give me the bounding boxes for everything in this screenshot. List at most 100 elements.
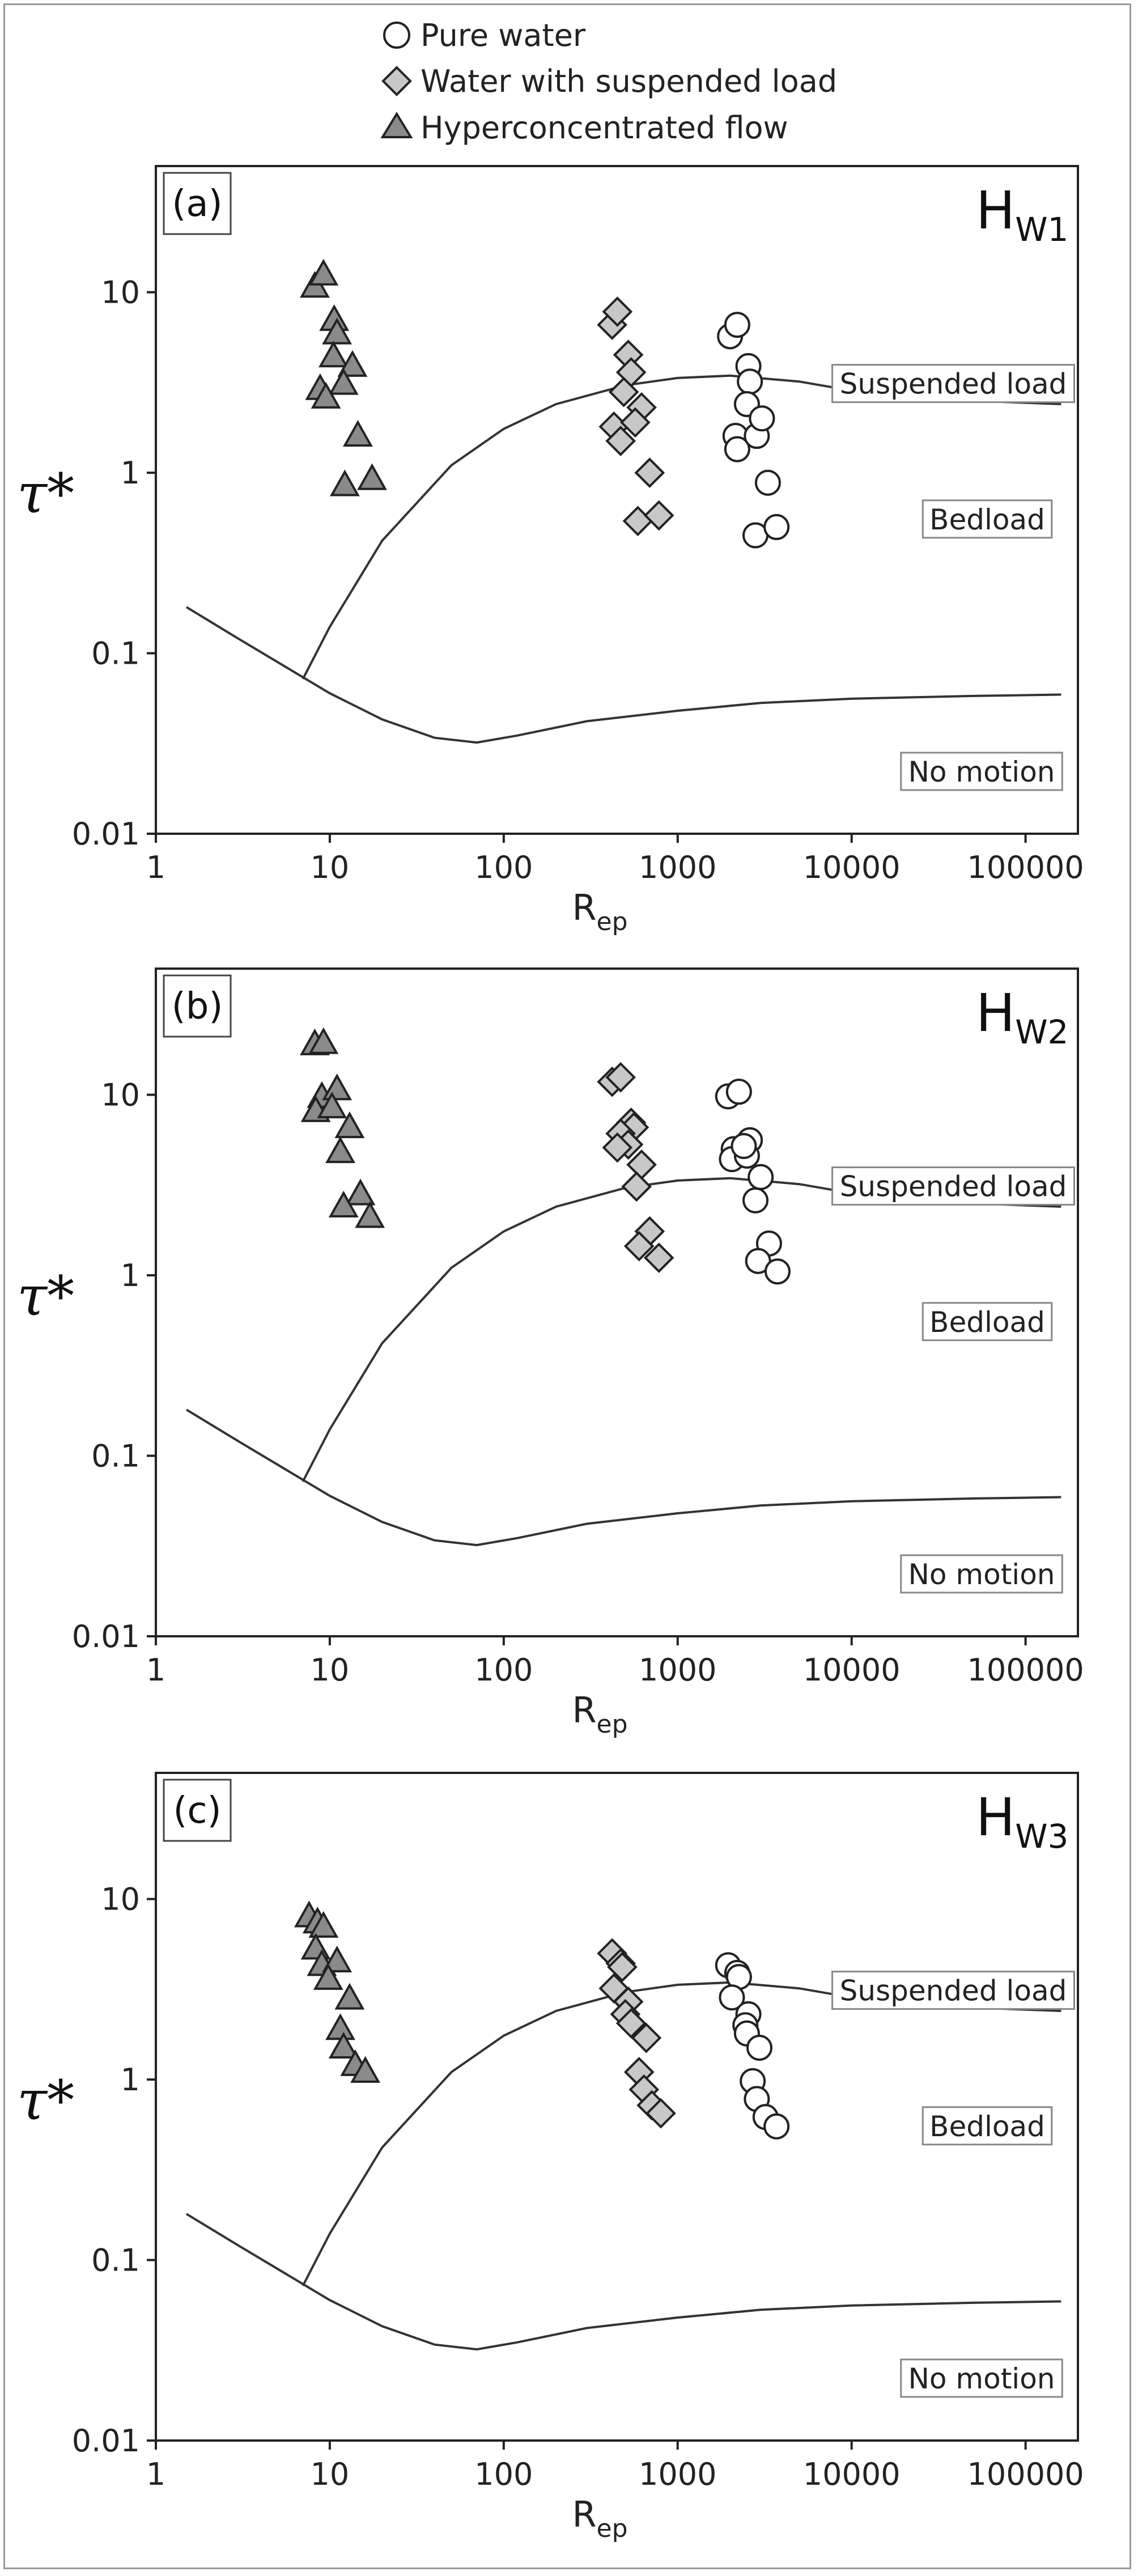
region-label-text: Bedload	[929, 2110, 1045, 2143]
region-label-bedload: Bedload	[922, 2106, 1053, 2146]
panel-title-sub: W1	[1015, 210, 1068, 249]
data-point-hyperconcentrated	[322, 1073, 353, 1101]
y-axis-label: τ*	[17, 2069, 74, 2132]
series-circle	[715, 1079, 791, 1285]
panel-title-sub: W2	[1015, 1013, 1068, 1051]
x-tick-label: 1	[146, 850, 165, 885]
data-point-pure-water	[754, 469, 781, 496]
region-label-text: No motion	[908, 2362, 1055, 2395]
data-point-pure-water	[764, 1258, 791, 1285]
x-axis-label-main: R	[572, 2494, 596, 2535]
data-point-hyperconcentrated	[343, 419, 373, 447]
data-point-suspended-load	[634, 457, 665, 488]
y-tick-label: 0.01	[72, 2423, 140, 2459]
panel-b: 1 10 100 1000 10000 100000 0.01 0.1 1 10 Rep τ* (b) H…	[17, 967, 1084, 1739]
y-tick-label: 0.01	[72, 816, 140, 852]
data-point-suspended-load	[602, 296, 633, 327]
data-point-hyperconcentrated	[322, 317, 353, 345]
legend-label-hyperconcentrated: Hyperconcentrated flow	[421, 110, 788, 146]
legend-item-hyperconcentrated: Hyperconcentrated flow	[380, 110, 788, 146]
x-tick-label: 10	[311, 850, 350, 885]
x-axis-label-sub: ep	[597, 907, 628, 936]
region-label-bedload: Bedload	[922, 499, 1053, 539]
data-point-pure-water	[749, 405, 775, 432]
data-point-hyperconcentrated	[328, 368, 359, 395]
x-tick-label: 10000	[803, 2456, 901, 2492]
region-label-text: Suspended load	[840, 1170, 1067, 1203]
data-point-suspended-load	[615, 2008, 647, 2039]
x-tick-label: 10000	[803, 850, 901, 885]
region-label-suspended-load: Suspended load	[831, 1166, 1075, 1206]
data-point-suspended-load	[607, 1951, 638, 1983]
panel-label-box	[163, 974, 232, 1038]
data-point-pure-water	[724, 312, 750, 338]
y-tick-label: 1	[121, 1258, 140, 1293]
y-axis-label: τ*	[17, 1264, 74, 1328]
y-tick-label: 0.1	[91, 636, 140, 672]
data-point-pure-water	[742, 1187, 769, 1213]
data-point-suspended-load	[620, 407, 651, 438]
data-point-suspended-load	[621, 1171, 652, 1202]
data-point-hyperconcentrated	[334, 1983, 365, 2010]
panel-label: (a)	[172, 183, 222, 225]
series-diamond	[597, 1062, 674, 1274]
x-tick-label: 100000	[967, 1652, 1084, 1688]
data-point-suspended-load	[631, 2022, 662, 2053]
motion-threshold-curve	[185, 1408, 1061, 1547]
series-circle	[717, 312, 790, 549]
region-label-box	[900, 752, 1063, 791]
region-label-box	[922, 499, 1053, 539]
legend-marker-triangle	[380, 112, 413, 138]
region-label-no-motion: No motion	[900, 2358, 1063, 2398]
region-label-box	[831, 364, 1075, 404]
series-triangle	[300, 1027, 385, 1228]
data-point-hyperconcentrated	[319, 341, 349, 368]
panel-title-main: H	[976, 1787, 1015, 1848]
region-label-suspended-load: Suspended load	[831, 364, 1075, 404]
data-point-hyperconcentrated	[345, 1178, 376, 1206]
x-axis-label-sub: ep	[597, 2514, 628, 2543]
data-point-suspended-load	[643, 1242, 674, 1274]
panel-c: 1 10 100 1000 10000 100000 0.01 0.1 1 10 Rep τ* (c) H…	[17, 1772, 1084, 2543]
x-axis-label: Rep	[572, 887, 627, 936]
x-tick-label: 10	[311, 2456, 350, 2492]
y-tick-label: 10	[101, 275, 140, 311]
data-point-suspended-load	[605, 1062, 636, 1093]
legend-marker-diamond	[381, 66, 412, 96]
panel-a: 1 10 100 1000 10000 100000 0.01 0.1 1 10 Rep τ* (a) H…	[17, 165, 1084, 936]
series-triangle	[300, 258, 387, 496]
series-diamond	[597, 1938, 676, 2129]
x-axis-label: Rep	[572, 2494, 627, 2543]
motion-threshold-curve	[185, 2213, 1061, 2351]
region-label-text: No motion	[908, 1558, 1055, 1591]
series-circle	[715, 1952, 790, 2140]
region-label-box	[922, 2106, 1053, 2146]
region-label-text: Bedload	[929, 503, 1045, 536]
x-axis-label: Rep	[572, 1690, 627, 1739]
data-point-suspended-load	[605, 426, 636, 456]
x-tick-label: 1000	[639, 1652, 716, 1688]
x-tick-label: 1	[146, 1652, 165, 1688]
x-tick-label: 100	[474, 2456, 533, 2492]
data-point-pure-water	[724, 436, 750, 462]
data-point-hyperconcentrated	[334, 1111, 365, 1139]
data-point-pure-water	[725, 1079, 752, 1105]
data-point-hyperconcentrated	[325, 1136, 355, 1164]
data-point-hyperconcentrated	[308, 258, 339, 286]
panel-title: HW2	[976, 983, 1068, 1051]
legend-item-suspended-load: Water with suspended load	[381, 63, 837, 99]
panel-title: HW3	[976, 1787, 1068, 1856]
data-point-hyperconcentrated	[330, 469, 360, 496]
data-point-hyperconcentrated	[308, 1027, 339, 1054]
data-point-pure-water	[731, 1133, 757, 1160]
data-point-pure-water	[719, 1984, 745, 2011]
legend-label-suspended-load: Water with suspended load	[421, 63, 837, 99]
panel-label: (b)	[172, 986, 223, 1028]
x-axis-label-sub: ep	[597, 1710, 628, 1739]
data-point-suspended-load	[646, 2098, 676, 2129]
region-label-bedload: Bedload	[922, 1302, 1053, 1342]
data-point-pure-water	[763, 513, 790, 540]
data-point-hyperconcentrated	[357, 463, 387, 490]
legend: Pure water Water with suspended load Hyp…	[380, 18, 837, 146]
